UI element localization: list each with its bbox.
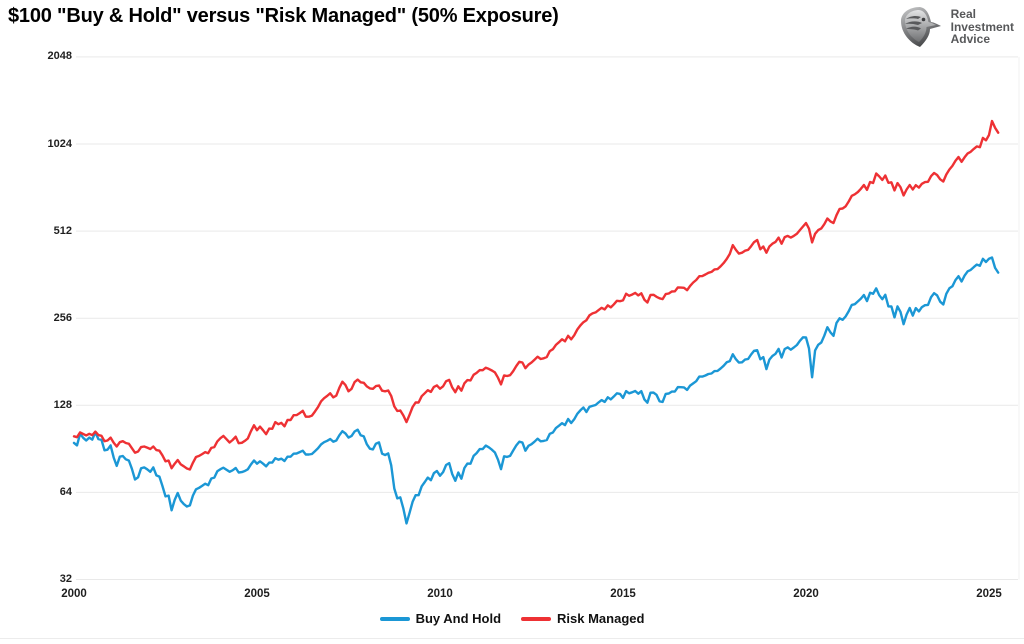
brand-logo: Real Investment Advice bbox=[898, 6, 1014, 48]
brand-name: Real Investment Advice bbox=[951, 8, 1014, 46]
y-tick-256: 256 bbox=[53, 311, 72, 324]
buy-and-hold-line bbox=[72, 256, 1000, 525]
legend-label-risk-managed: Risk Managed bbox=[557, 611, 645, 626]
brand-line-2: Investment bbox=[950, 19, 1014, 34]
legend-label-buy-and-hold: Buy And Hold bbox=[415, 611, 502, 626]
buy-and-hold-swatch-icon bbox=[379, 616, 410, 621]
page-title: $100 "Buy & Hold" versus "Risk Managed" … bbox=[8, 5, 559, 27]
x-tick-2005: 2005 bbox=[244, 588, 270, 600]
risk-managed-line bbox=[72, 119, 1000, 471]
risk-managed-swatch-icon bbox=[521, 616, 552, 621]
bottom-divider bbox=[0, 638, 1024, 639]
eagle-shield-icon bbox=[900, 7, 941, 47]
chart-legend: Buy And Hold Risk Managed bbox=[0, 611, 1024, 626]
x-tick-2010: 2010 bbox=[427, 588, 453, 600]
y-tick-128: 128 bbox=[53, 398, 72, 411]
y-tick-64: 64 bbox=[59, 485, 72, 498]
y-tick-32: 32 bbox=[59, 573, 72, 585]
y-tick-1024: 1024 bbox=[47, 137, 72, 150]
y-tick-2048: 2048 bbox=[47, 50, 72, 63]
legend-item-risk-managed: Risk Managed bbox=[521, 611, 644, 626]
legend-item-buy-and-hold: Buy And Hold bbox=[379, 611, 502, 626]
x-tick-2000: 2000 bbox=[61, 588, 87, 600]
x-tick-2025: 2025 bbox=[976, 588, 1002, 600]
brand-line-1: Real bbox=[950, 7, 976, 22]
x-tick-2015: 2015 bbox=[610, 588, 636, 600]
y-tick-512: 512 bbox=[53, 224, 72, 237]
brand-line-3: Advice bbox=[950, 32, 990, 47]
x-tick-2020: 2020 bbox=[793, 588, 819, 600]
